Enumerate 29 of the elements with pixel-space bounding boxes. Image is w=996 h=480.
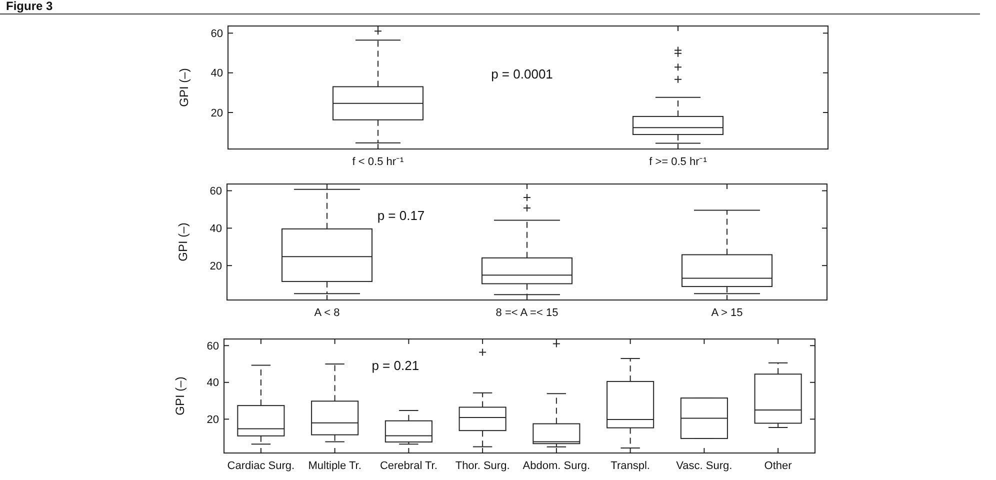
x-tick-label: Vasc. Surg. [676,460,732,472]
y-tick-label: 60 [206,340,219,352]
x-tick-label: A < 8 [314,307,340,319]
x-tick-label: Other [764,460,792,472]
x-tick-label: Transpl. [610,460,650,472]
y-tick-label: 20 [210,107,223,120]
y-tick-label: 60 [210,28,223,40]
y-tick-label: 40 [210,68,223,80]
y-tick-label: 20 [210,260,222,272]
annotation: p = 0.0001 [491,66,553,82]
x-tick-label: Multiple Tr. [308,460,362,472]
y-axis-title: GPI (–) [177,68,191,107]
x-tick-label: 8 =< A =< 15 [496,307,558,319]
y-axis-title: GPI (–) [176,222,190,262]
x-tick-label: f >= 0.5 hr⁻¹ [649,156,708,168]
y-axis-title: GPI (–) [173,376,187,416]
x-tick-label: Thor. Surg. [455,460,510,472]
annotation: p = 0.21 [372,358,420,373]
y-tick-label: 60 [210,186,222,198]
text: Figure 3 [6,0,53,13]
x-tick-label: Cerebral Tr. [380,460,438,472]
y-tick-label: 40 [210,223,222,236]
y-tick-label: 20 [206,414,219,426]
x-tick-label: A > 15 [711,307,743,319]
y-tick-label: 40 [206,377,219,390]
x-tick-label: Cardiac Surg. [227,460,295,472]
x-tick-label: f < 0.5 hr⁻¹ [352,156,404,168]
x-tick-label: Abdom. Surg. [522,460,590,472]
annotation: p = 0.17 [377,208,425,223]
